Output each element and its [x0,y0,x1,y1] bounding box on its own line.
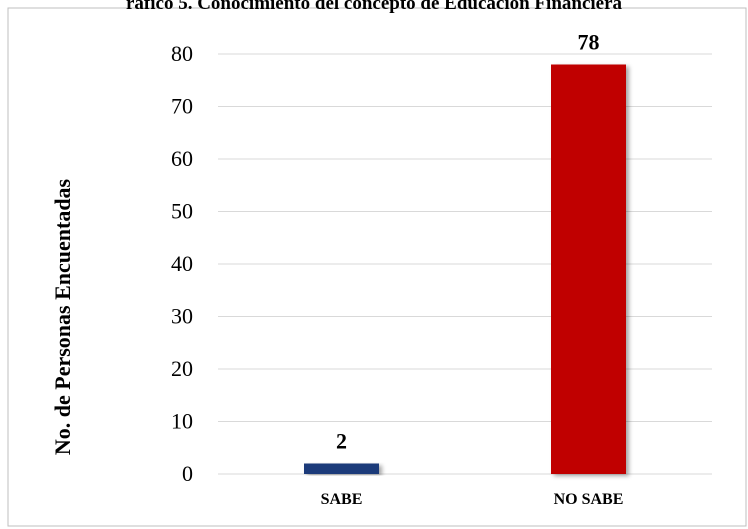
y-tick-label-70: 70 [171,94,193,119]
y-tick-label-60: 60 [171,146,193,171]
gridlines [218,53,712,475]
y-tick-label-0: 0 [182,461,193,486]
y-axis-label: No. de Personas Encuentadas [50,178,75,455]
y-tick-label-40: 40 [171,251,193,276]
x-category-label-0: SABE [321,491,363,508]
data-labels: 2 78 [336,30,600,454]
y-tick-label-80: 80 [171,41,193,66]
bar-no-sabe [551,64,626,474]
bar-sabe [304,463,379,474]
y-tick-label-50: 50 [171,199,193,224]
x-axis-categories: SABE NO SABE [321,491,624,508]
y-tick-label-30: 30 [171,304,193,329]
x-category-label-1: NO SABE [554,491,624,508]
y-tick-label-10: 10 [171,409,193,434]
data-label-0: 2 [336,429,347,454]
y-axis-ticks: 0 10 20 30 40 50 60 70 80 [171,41,193,486]
data-label-1: 78 [578,30,600,55]
chart-title: ráfico 5. Conocimiento del concepto de E… [126,0,623,14]
chart-border [7,7,747,527]
y-tick-label-20: 20 [171,356,193,381]
bars [304,64,626,474]
